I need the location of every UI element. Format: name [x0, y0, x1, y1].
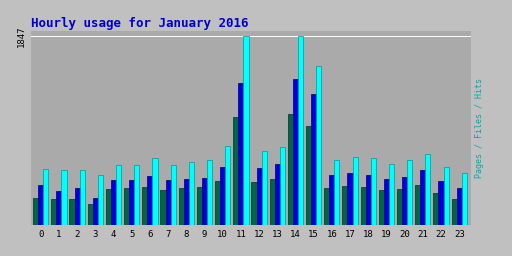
Bar: [397, 189, 402, 225]
Bar: [334, 160, 339, 225]
Bar: [80, 170, 85, 225]
Bar: [61, 170, 67, 225]
Bar: [160, 190, 165, 225]
Bar: [106, 189, 111, 225]
Bar: [407, 160, 412, 225]
Bar: [165, 180, 170, 225]
Bar: [457, 188, 462, 225]
Bar: [438, 181, 443, 225]
Bar: [207, 160, 212, 225]
Bar: [243, 36, 248, 225]
Bar: [184, 179, 189, 225]
Bar: [280, 147, 285, 225]
Bar: [56, 191, 61, 225]
Bar: [116, 165, 121, 225]
Bar: [262, 151, 267, 225]
Bar: [93, 198, 98, 225]
Bar: [415, 185, 420, 225]
Bar: [360, 187, 366, 225]
Bar: [311, 94, 316, 225]
Bar: [306, 126, 311, 225]
Bar: [189, 162, 194, 225]
Bar: [98, 175, 103, 225]
Bar: [170, 165, 176, 225]
Bar: [275, 164, 280, 225]
Bar: [129, 180, 134, 225]
Bar: [298, 36, 303, 225]
Bar: [420, 170, 425, 225]
Bar: [329, 175, 334, 225]
Bar: [142, 187, 147, 225]
Bar: [316, 66, 322, 225]
Bar: [75, 188, 80, 225]
Bar: [153, 158, 158, 225]
Bar: [389, 164, 394, 225]
Bar: [348, 173, 353, 225]
Bar: [225, 146, 230, 225]
Bar: [452, 199, 457, 225]
Bar: [371, 158, 376, 225]
Bar: [402, 177, 407, 225]
Bar: [293, 79, 298, 225]
Bar: [44, 169, 48, 225]
Bar: [288, 114, 293, 225]
Bar: [33, 198, 38, 225]
Bar: [111, 180, 116, 225]
Text: Hourly usage for January 2016: Hourly usage for January 2016: [31, 17, 248, 29]
Bar: [443, 167, 449, 225]
Bar: [88, 204, 93, 225]
Bar: [38, 185, 44, 225]
Bar: [215, 181, 220, 225]
Bar: [70, 199, 75, 225]
Bar: [366, 175, 371, 225]
Bar: [147, 176, 153, 225]
Bar: [197, 187, 202, 225]
Bar: [124, 188, 129, 225]
Bar: [270, 179, 275, 225]
Bar: [179, 188, 184, 225]
Bar: [462, 173, 467, 225]
Bar: [379, 190, 384, 225]
Bar: [202, 178, 207, 225]
Bar: [220, 167, 225, 225]
Bar: [324, 188, 329, 225]
Bar: [425, 154, 431, 225]
Bar: [233, 117, 238, 225]
Bar: [353, 157, 358, 225]
Bar: [257, 168, 262, 225]
Y-axis label: Pages / Files / Hits: Pages / Files / Hits: [475, 78, 484, 178]
Bar: [384, 179, 389, 225]
Bar: [51, 199, 56, 225]
Bar: [251, 182, 257, 225]
Bar: [343, 186, 348, 225]
Bar: [134, 165, 139, 225]
Bar: [433, 193, 438, 225]
Bar: [238, 83, 243, 225]
